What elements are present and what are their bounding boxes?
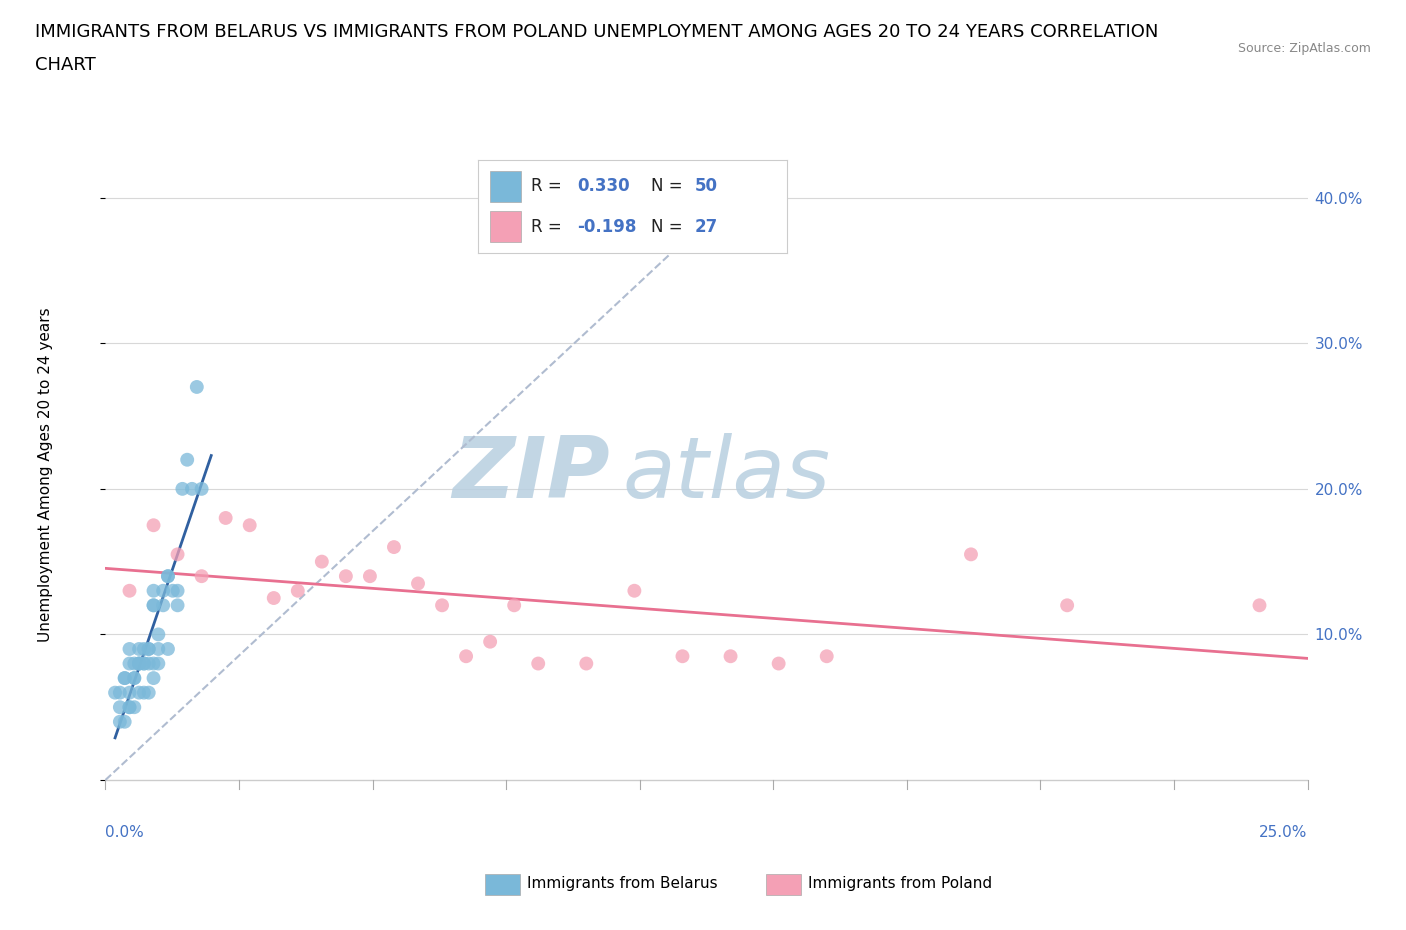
Point [132, 685, 155, 700]
Point [118, 656, 141, 671]
Point [156, 569, 179, 584]
Point [815, 649, 838, 664]
Point [142, 656, 165, 671]
Point [108, 714, 131, 729]
Point [128, 656, 150, 671]
Point [503, 598, 526, 613]
Point [406, 576, 429, 591]
Text: atlas: atlas [623, 432, 831, 516]
Text: 25.0%: 25.0% [1260, 825, 1308, 840]
Point [239, 518, 262, 533]
Point [156, 642, 179, 657]
Point [1249, 598, 1271, 613]
Point [166, 547, 188, 562]
Point [128, 642, 150, 657]
Point [181, 482, 204, 497]
Point [359, 569, 381, 584]
Text: Unemployment Among Ages 20 to 24 years: Unemployment Among Ages 20 to 24 years [38, 307, 53, 642]
Point [335, 569, 357, 584]
Point [138, 642, 160, 657]
Text: Immigrants from Poland: Immigrants from Poland [808, 876, 993, 891]
Point [382, 539, 405, 554]
Point [148, 656, 170, 671]
Point [479, 634, 502, 649]
Point [124, 671, 146, 685]
Point [190, 482, 212, 497]
Point [176, 452, 198, 467]
Point [124, 699, 146, 714]
Point [118, 685, 141, 700]
Point [214, 511, 236, 525]
Point [138, 642, 160, 657]
Text: 0.0%: 0.0% [105, 825, 145, 840]
Point [142, 671, 165, 685]
Point [166, 583, 188, 598]
Text: 50: 50 [695, 178, 717, 195]
Point [527, 656, 550, 671]
Point [132, 656, 155, 671]
Text: 27: 27 [695, 219, 718, 236]
Point [148, 627, 170, 642]
Text: R =: R = [530, 178, 567, 195]
Point [263, 591, 285, 605]
Text: N =: N = [651, 219, 688, 236]
Point [454, 649, 477, 664]
Point [575, 656, 598, 671]
Point [114, 671, 136, 685]
Point [142, 598, 165, 613]
Point [108, 685, 131, 700]
Point [148, 642, 170, 657]
Point [118, 642, 141, 657]
Point [138, 656, 160, 671]
Point [172, 482, 194, 497]
Point [190, 569, 212, 584]
Point [128, 685, 150, 700]
Text: 0.330: 0.330 [576, 178, 630, 195]
Text: ZIP: ZIP [453, 432, 610, 516]
Text: IMMIGRANTS FROM BELARUS VS IMMIGRANTS FROM POLAND UNEMPLOYMENT AMONG AGES 20 TO : IMMIGRANTS FROM BELARUS VS IMMIGRANTS FR… [35, 23, 1159, 41]
Point [138, 685, 160, 700]
Point [114, 714, 136, 729]
Point [623, 583, 645, 598]
Point [960, 547, 983, 562]
Point [124, 656, 146, 671]
Point [108, 699, 131, 714]
Text: Source: ZipAtlas.com: Source: ZipAtlas.com [1237, 42, 1371, 55]
Text: R =: R = [530, 219, 567, 236]
Point [104, 685, 127, 700]
Point [142, 518, 165, 533]
Text: N =: N = [651, 178, 688, 195]
Bar [491, 171, 522, 202]
Point [132, 656, 155, 671]
Bar [491, 211, 522, 242]
Point [768, 656, 790, 671]
Point [720, 649, 742, 664]
Point [1056, 598, 1078, 613]
Point [166, 598, 188, 613]
Point [118, 699, 141, 714]
Point [128, 656, 150, 671]
Point [152, 598, 174, 613]
Point [142, 598, 165, 613]
Point [118, 699, 141, 714]
Point [114, 671, 136, 685]
Point [152, 583, 174, 598]
Point [162, 583, 184, 598]
Point [118, 583, 141, 598]
Point [430, 598, 453, 613]
Point [132, 642, 155, 657]
Point [186, 379, 208, 394]
Point [311, 554, 333, 569]
Point [671, 649, 693, 664]
Point [156, 569, 179, 584]
Point [142, 583, 165, 598]
Text: CHART: CHART [35, 56, 96, 73]
Point [124, 671, 146, 685]
Point [287, 583, 309, 598]
Point [128, 656, 150, 671]
Text: -0.198: -0.198 [576, 219, 637, 236]
Text: Immigrants from Belarus: Immigrants from Belarus [527, 876, 718, 891]
